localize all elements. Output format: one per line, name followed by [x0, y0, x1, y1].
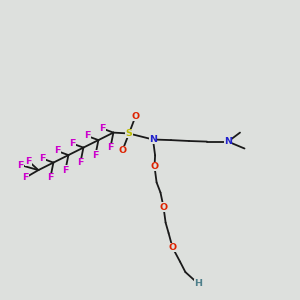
- Text: O: O: [168, 243, 177, 252]
- Text: F: F: [99, 124, 105, 133]
- Text: N: N: [149, 135, 157, 144]
- Text: F: F: [47, 173, 54, 182]
- Text: F: F: [25, 157, 32, 166]
- Text: F: F: [17, 160, 24, 169]
- Text: F: F: [54, 146, 60, 155]
- Text: F: F: [22, 173, 29, 182]
- Text: O: O: [150, 162, 159, 171]
- Text: F: F: [69, 139, 75, 148]
- Text: O: O: [131, 112, 140, 121]
- Text: H: H: [194, 279, 202, 288]
- Text: O: O: [159, 202, 168, 211]
- Text: F: F: [62, 166, 69, 175]
- Text: F: F: [77, 158, 84, 167]
- Text: F: F: [39, 154, 45, 163]
- Text: F: F: [84, 131, 90, 140]
- Text: F: F: [92, 151, 99, 160]
- Text: N: N: [224, 137, 232, 146]
- Text: O: O: [118, 146, 127, 155]
- Text: S: S: [126, 129, 132, 138]
- Text: F: F: [107, 143, 114, 152]
